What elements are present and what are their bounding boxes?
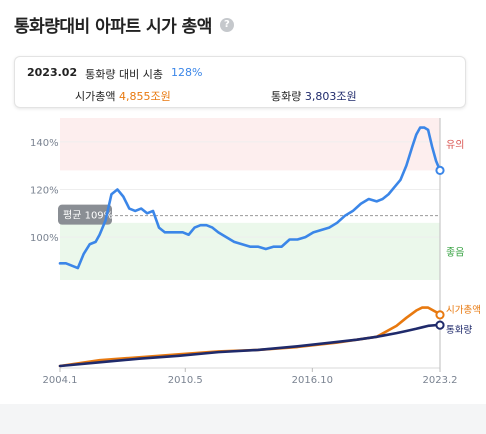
mcap-label: 시가총액 bbox=[75, 90, 116, 103]
page-title: 통화량대비 아파트 시가 총액 bbox=[14, 17, 212, 37]
zone-label: 유의 bbox=[446, 139, 464, 151]
series-label: 통화량 bbox=[446, 324, 472, 336]
x-tick-label: 2010.5 bbox=[168, 375, 203, 386]
y-tick-label: 100% bbox=[30, 233, 59, 244]
y-tick-label: 140% bbox=[30, 138, 59, 149]
x-tick-label: 2004.1 bbox=[43, 375, 78, 386]
ratio-chart[interactable]: 140% 120% 100% 2004.1 2010.5 2016.10 2023.2 평균… bbox=[0, 108, 486, 404]
zone-band bbox=[60, 118, 440, 171]
summary-ratio-row: 2023.02 통화량 대비 시총 128% bbox=[27, 66, 202, 82]
help-icon[interactable]: ? bbox=[219, 17, 234, 32]
ratio-line-end-dot bbox=[435, 165, 445, 176]
x-tick-label: 2023.2 bbox=[423, 375, 458, 386]
money-line-end-dot bbox=[435, 320, 445, 330]
summary-money: 통화량 3,803조원 bbox=[271, 88, 357, 104]
zone-band bbox=[60, 222, 440, 280]
x-tick-label: 2016.10 bbox=[292, 375, 333, 386]
average-label: 평균 109% bbox=[63, 210, 113, 222]
money-label: 통화량 bbox=[271, 90, 302, 103]
footer-bar bbox=[0, 404, 486, 434]
series-label: 시가총액 bbox=[446, 304, 481, 316]
ratio-line bbox=[58, 126, 442, 270]
title-row: 통화량대비 아파트 시가 총액 ? bbox=[14, 12, 234, 37]
money-value: 3,803조원 bbox=[304, 90, 357, 103]
average-badge bbox=[58, 204, 112, 225]
ratio-value: 128% bbox=[170, 66, 203, 79]
money-line bbox=[58, 323, 442, 368]
mcap-value: 4,855조원 bbox=[118, 90, 171, 103]
y-tick-label: 120% bbox=[30, 185, 59, 196]
summary-mcap: 시가총액 4,855조원 bbox=[75, 88, 171, 104]
mcap-line-end-dot bbox=[435, 310, 445, 320]
summary-date: 2023.02 bbox=[27, 66, 78, 79]
zone-label: 좋음 bbox=[446, 246, 464, 258]
ratio-label: 통화량 대비 시총 bbox=[85, 68, 163, 81]
summary-card: 2023.02 통화량 대비 시총 128% 시가총액 4,855조원 통화량 … bbox=[14, 56, 466, 108]
